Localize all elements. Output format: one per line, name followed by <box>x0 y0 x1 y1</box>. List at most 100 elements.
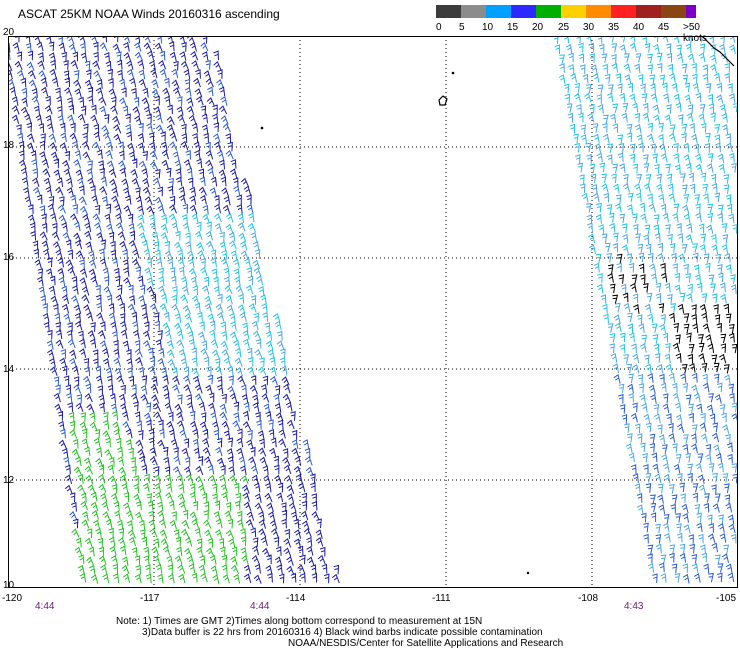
wind-barb <box>665 163 671 174</box>
wind-barb <box>215 529 223 539</box>
wind-barb <box>127 213 134 224</box>
wind-barb <box>676 523 682 533</box>
wind-barb <box>649 263 657 273</box>
wind-barb <box>84 446 91 457</box>
wind-barb <box>627 433 633 443</box>
wind-barb <box>252 537 259 548</box>
wind-barb <box>75 169 83 179</box>
wind-barb <box>178 186 186 197</box>
wind-barb <box>170 438 178 449</box>
wind-barb <box>141 303 147 314</box>
wind-barb <box>274 556 283 567</box>
wind-barb <box>80 42 86 53</box>
wind-barb <box>133 493 141 504</box>
wind-barb <box>75 320 83 331</box>
island-small-west <box>260 126 264 130</box>
wind-barb <box>650 494 656 504</box>
wind-barb <box>262 311 269 322</box>
wind-barb <box>86 311 94 322</box>
wind-barb <box>721 244 729 254</box>
wind-barb <box>86 403 95 413</box>
wind-barb <box>230 564 240 575</box>
wind-barb <box>220 321 227 332</box>
wind-barb <box>153 411 163 421</box>
wind-barb <box>708 274 715 284</box>
wind-barb <box>189 186 197 197</box>
wind-barb <box>645 363 652 374</box>
wind-barb <box>708 463 715 473</box>
wind-barb <box>84 537 93 548</box>
wind-barb <box>675 414 683 424</box>
wind-barb <box>105 437 111 448</box>
wind-barb <box>168 213 178 223</box>
wind-barb <box>87 95 94 106</box>
wind-barb <box>106 294 113 305</box>
wind-barb <box>632 102 639 113</box>
wind-barb <box>643 533 649 544</box>
wind-barb <box>157 510 165 520</box>
wind-barb <box>724 252 731 263</box>
wind-barb <box>643 354 650 365</box>
wind-barb <box>689 183 696 194</box>
wind-barb <box>150 293 157 304</box>
wind-barb <box>237 428 243 439</box>
wind-barb <box>166 36 173 43</box>
wind-barb <box>654 232 661 243</box>
wind-barb <box>169 204 177 214</box>
wind-barb <box>151 376 158 386</box>
wind-barb <box>258 366 267 376</box>
wind-barb <box>73 158 81 169</box>
wind-barb <box>112 421 120 431</box>
wind-barb <box>188 338 195 349</box>
wind-barb <box>146 277 154 287</box>
wind-barb <box>692 492 698 503</box>
wind-barb <box>707 203 714 214</box>
wind-barb <box>249 384 258 395</box>
wind-barb <box>151 231 159 242</box>
wind-barb <box>57 267 65 278</box>
lat-label-14: 14 <box>3 364 15 375</box>
wind-barb <box>225 133 232 143</box>
wind-barb <box>331 573 340 584</box>
wind-barb <box>27 50 34 61</box>
wind-barb <box>75 250 85 260</box>
wind-barb <box>675 334 681 344</box>
wind-barb <box>710 233 717 244</box>
wind-barb <box>629 42 637 53</box>
wind-barb <box>281 376 290 386</box>
wind-barb <box>720 293 727 304</box>
wind-barb <box>270 375 278 386</box>
wind-barb <box>647 553 653 564</box>
wind-barb <box>658 504 666 514</box>
wind-barb <box>131 311 138 322</box>
wind-barb <box>617 83 623 94</box>
wind-barb <box>192 500 199 511</box>
wind-barb <box>246 203 254 214</box>
wind-barb <box>207 464 215 475</box>
wind-barb <box>238 456 246 466</box>
wind-barb <box>169 51 177 62</box>
wind-barb <box>20 77 27 88</box>
wind-barb <box>197 456 204 466</box>
wind-barb <box>87 177 95 188</box>
wind-barb <box>678 253 686 263</box>
wind-barb <box>83 457 92 467</box>
wind-barb <box>688 412 694 423</box>
wind-barb <box>180 294 189 304</box>
wind-barb <box>242 492 250 502</box>
wind-barb <box>166 115 175 126</box>
wind-barb <box>645 483 652 493</box>
wind-barb <box>230 555 238 566</box>
wind-barb <box>239 465 247 475</box>
wind-barb <box>687 53 695 64</box>
wind-barb <box>245 518 254 529</box>
wind-barb <box>672 263 678 273</box>
wind-barb <box>225 223 234 234</box>
wind-barb <box>71 276 78 286</box>
wind-barb <box>142 482 150 493</box>
wind-barb <box>563 83 570 94</box>
wind-barb <box>711 432 720 443</box>
wind-barb <box>103 285 112 296</box>
wind-barb <box>58 439 67 449</box>
wind-barb <box>125 195 132 205</box>
